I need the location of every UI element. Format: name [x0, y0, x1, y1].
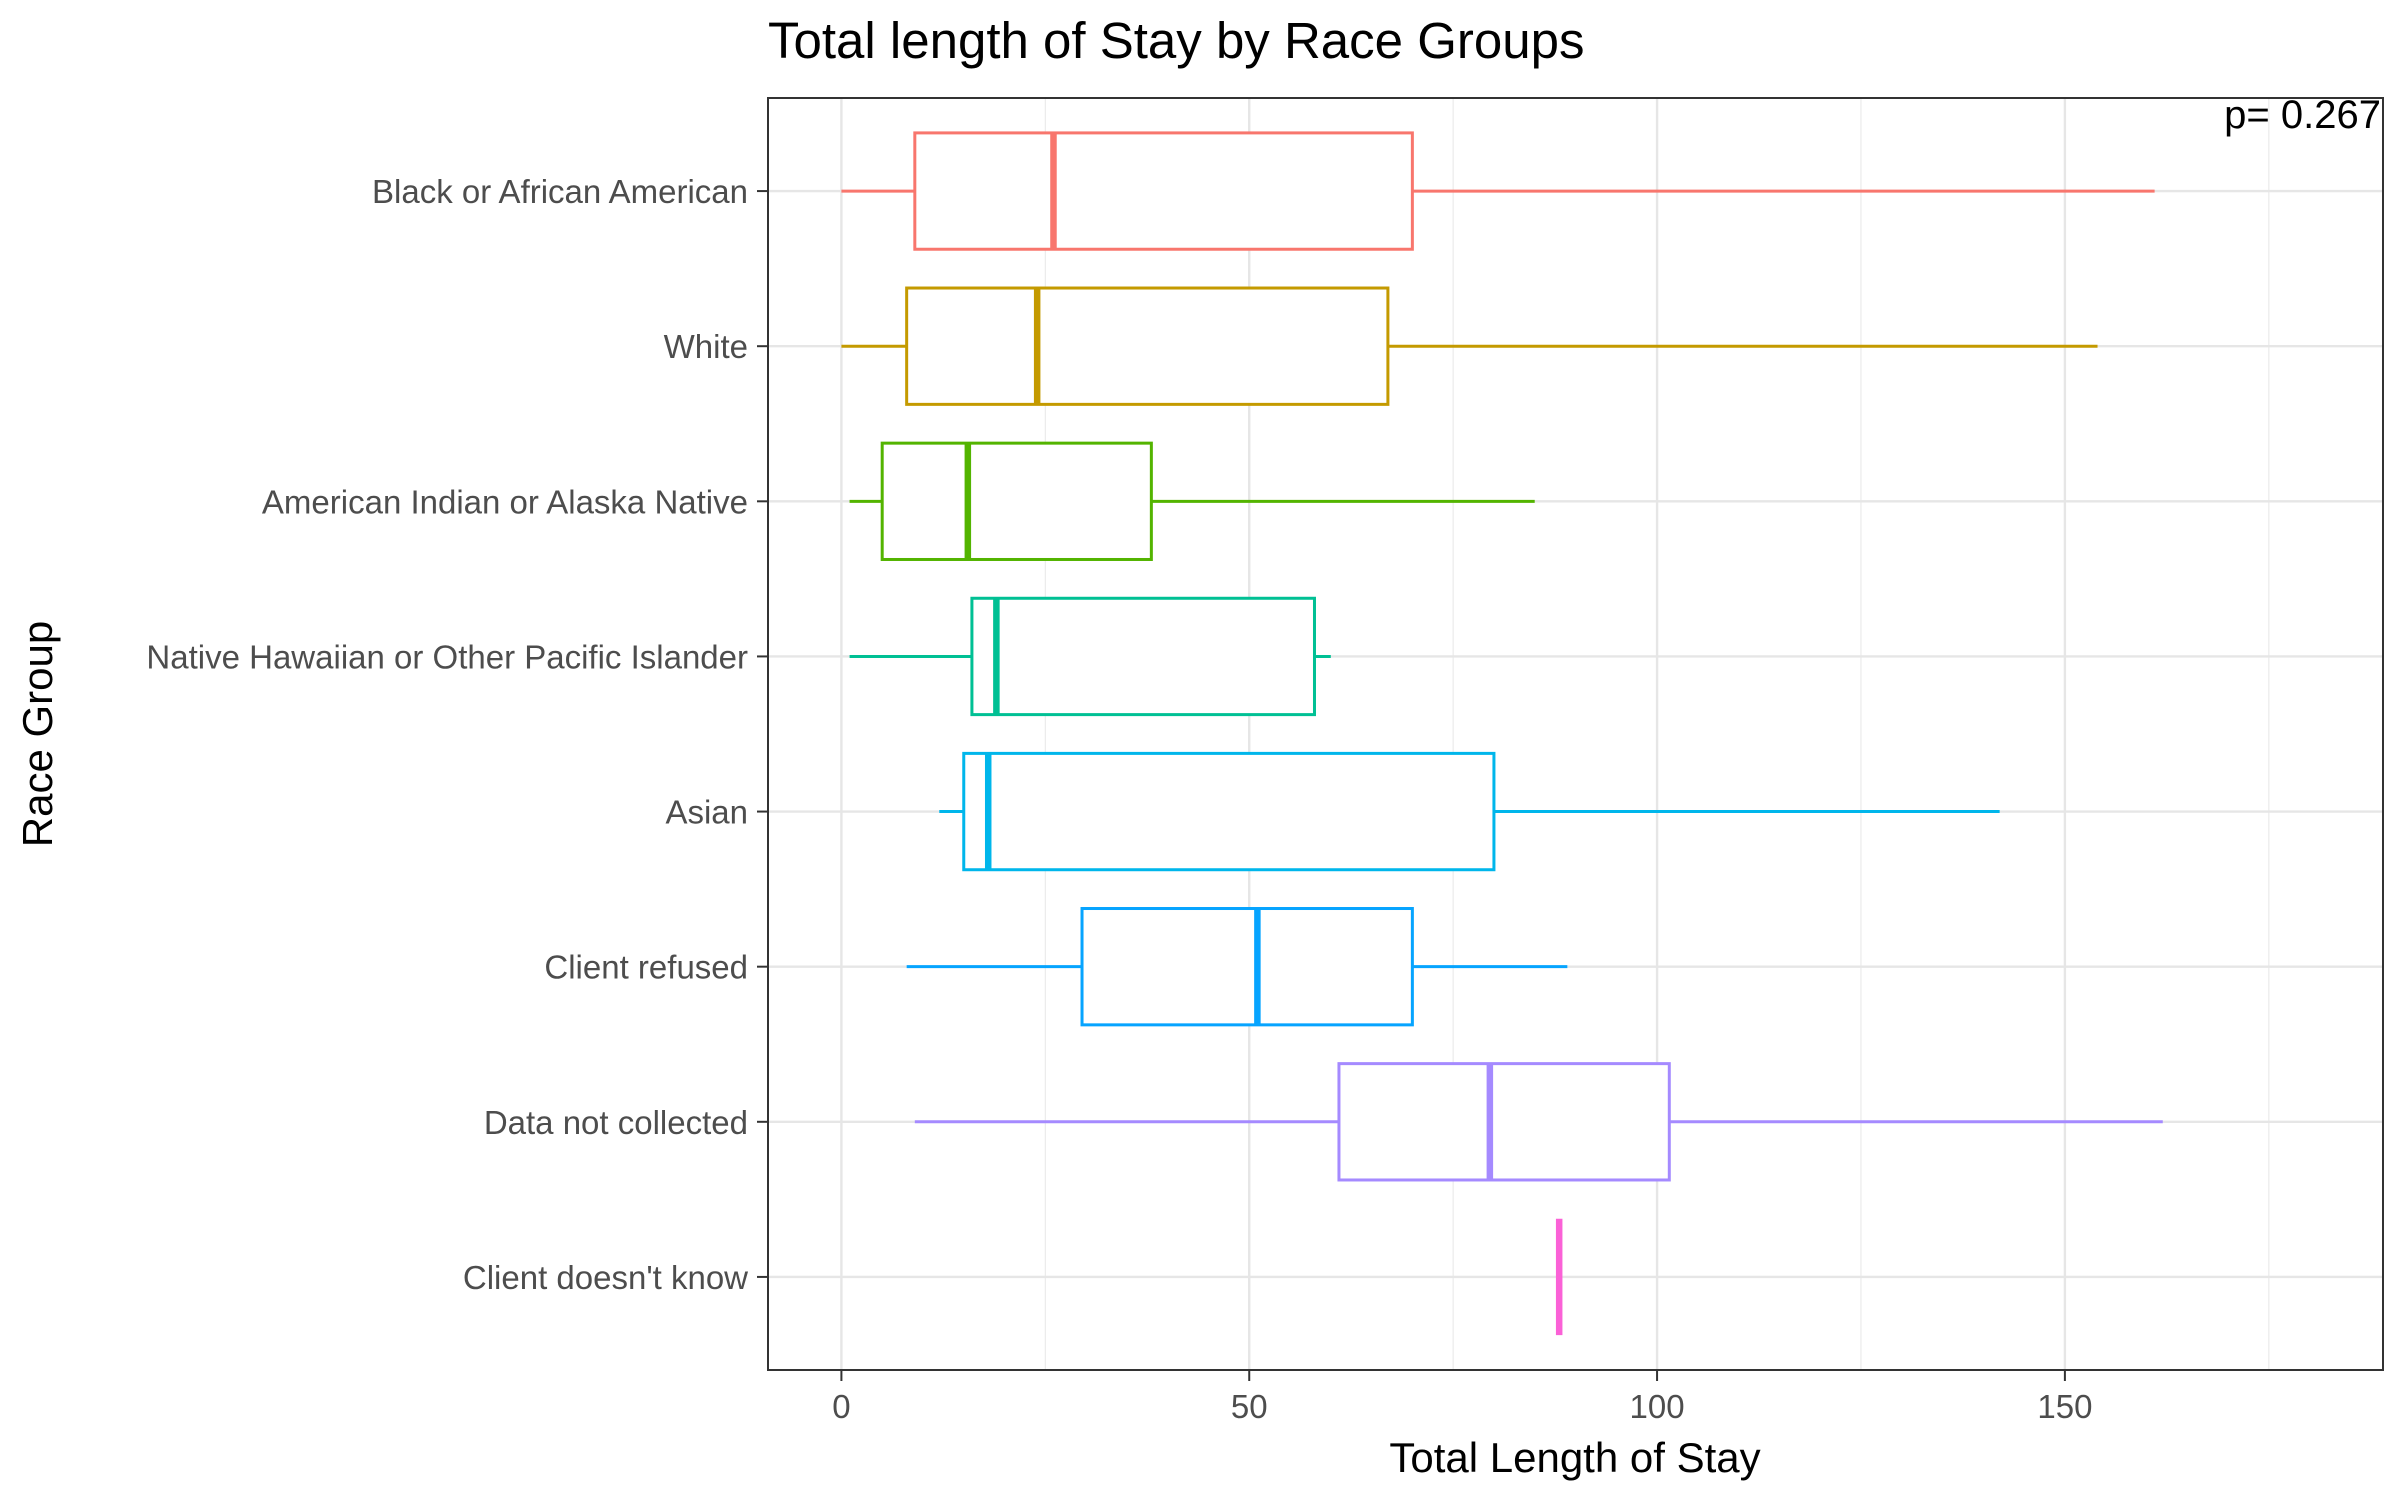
box-layer	[841, 131, 2163, 1336]
y-tick-label: American Indian or Alaska Native	[262, 483, 748, 520]
box-group	[841, 131, 2155, 251]
box-iqr	[1080, 907, 1414, 1027]
chart-title: Total length of Stay by Race Groups	[768, 12, 1584, 69]
y-tick-label: White	[664, 328, 748, 365]
box-group	[841, 286, 2098, 406]
x-axis-title: Total Length of Stay	[1389, 1434, 1760, 1481]
y-tick-label: Data not collected	[484, 1104, 748, 1141]
x-tick-label: 0	[832, 1388, 850, 1425]
box-iqr	[880, 441, 1153, 561]
box-iqr	[1337, 1062, 1671, 1182]
box-group	[849, 596, 1331, 717]
y-axis-title: Race Group	[14, 621, 61, 847]
box-iqr	[913, 131, 1414, 251]
box-iqr	[905, 286, 1390, 406]
box-group	[906, 907, 1568, 1027]
axis-layer: 0 50 100 150 Black or African American White A…	[146, 173, 2092, 1425]
y-tick-label: Client refused	[544, 949, 748, 986]
box-group	[849, 441, 1535, 561]
p-value-annotation: p= 0.267	[2224, 93, 2381, 137]
y-tick-label: Client doesn't know	[463, 1259, 748, 1296]
box-group	[939, 751, 2000, 872]
y-tick-label: Black or African American	[372, 173, 748, 210]
y-tick-label: Native Hawaiian or Other Pacific Islande…	[146, 638, 748, 675]
x-tick-label: 100	[1630, 1388, 1685, 1425]
panel-border	[767, 97, 2384, 1371]
box-group	[914, 1062, 2163, 1182]
box-iqr	[962, 751, 1496, 872]
x-tick-label: 50	[1231, 1388, 1268, 1425]
box-iqr	[970, 596, 1316, 717]
y-tick-label: Asian	[665, 794, 748, 831]
x-tick-label: 150	[2037, 1388, 2092, 1425]
